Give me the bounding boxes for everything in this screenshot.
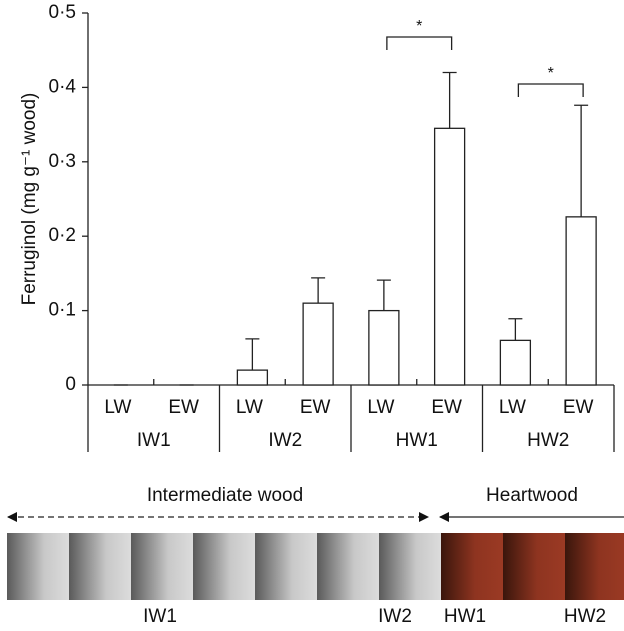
ring-label: HW2 [564, 606, 606, 627]
ring [565, 533, 624, 600]
ring-label: IW2 [378, 606, 412, 627]
x-tick-label: EW [168, 397, 199, 418]
ring-label: HW1 [444, 606, 486, 627]
heartwood-label: Heartwood [486, 485, 578, 506]
bar [302, 302, 334, 386]
ring [441, 533, 503, 600]
significance-star: * [548, 65, 554, 82]
y-tick-label: 0·5 [49, 2, 76, 23]
ring [255, 533, 317, 600]
error-bar [376, 279, 391, 311]
significance-star: * [416, 18, 422, 35]
x-tick-label: EW [300, 397, 331, 418]
error-bar [311, 277, 326, 304]
group-label: IW1 [137, 430, 171, 451]
x-tick-label: LW [236, 397, 263, 418]
group-label: HW2 [527, 430, 569, 451]
ring [193, 533, 255, 600]
y-tick-label: 0·1 [49, 300, 76, 321]
y-axis-label: Ferruginol (mg g⁻¹ wood) [19, 93, 40, 306]
ring [503, 533, 565, 600]
significance-bracket [386, 36, 453, 50]
ring [7, 533, 69, 600]
ring [379, 533, 441, 600]
intermediate-label: Intermediate wood [147, 485, 303, 506]
ring-label: IW1 [143, 606, 177, 627]
error-bar [574, 104, 589, 217]
bar [433, 127, 466, 386]
group-label: HW1 [396, 430, 438, 451]
ring [317, 533, 379, 600]
error-bar [245, 338, 260, 371]
group-label: IW2 [268, 430, 302, 451]
bar [236, 369, 269, 386]
error-bar [508, 318, 523, 341]
bar [368, 309, 400, 386]
x-tick-label: LW [104, 397, 131, 418]
wood-strip [7, 533, 624, 600]
x-tick-label: LW [499, 397, 526, 418]
ring [131, 533, 193, 600]
significance-bracket [517, 83, 584, 97]
bar [499, 339, 532, 386]
y-tick-label: 0·3 [49, 151, 76, 172]
y-tick-label: 0·2 [49, 225, 76, 246]
x-tick-label: EW [431, 397, 462, 418]
x-tick-label: LW [367, 397, 394, 418]
ring [69, 533, 131, 600]
error-bar [442, 71, 457, 129]
y-tick-label: 0·4 [49, 76, 77, 97]
bar [565, 216, 597, 386]
x-tick-label: EW [563, 397, 594, 418]
y-tick-label: 0 [65, 374, 76, 395]
